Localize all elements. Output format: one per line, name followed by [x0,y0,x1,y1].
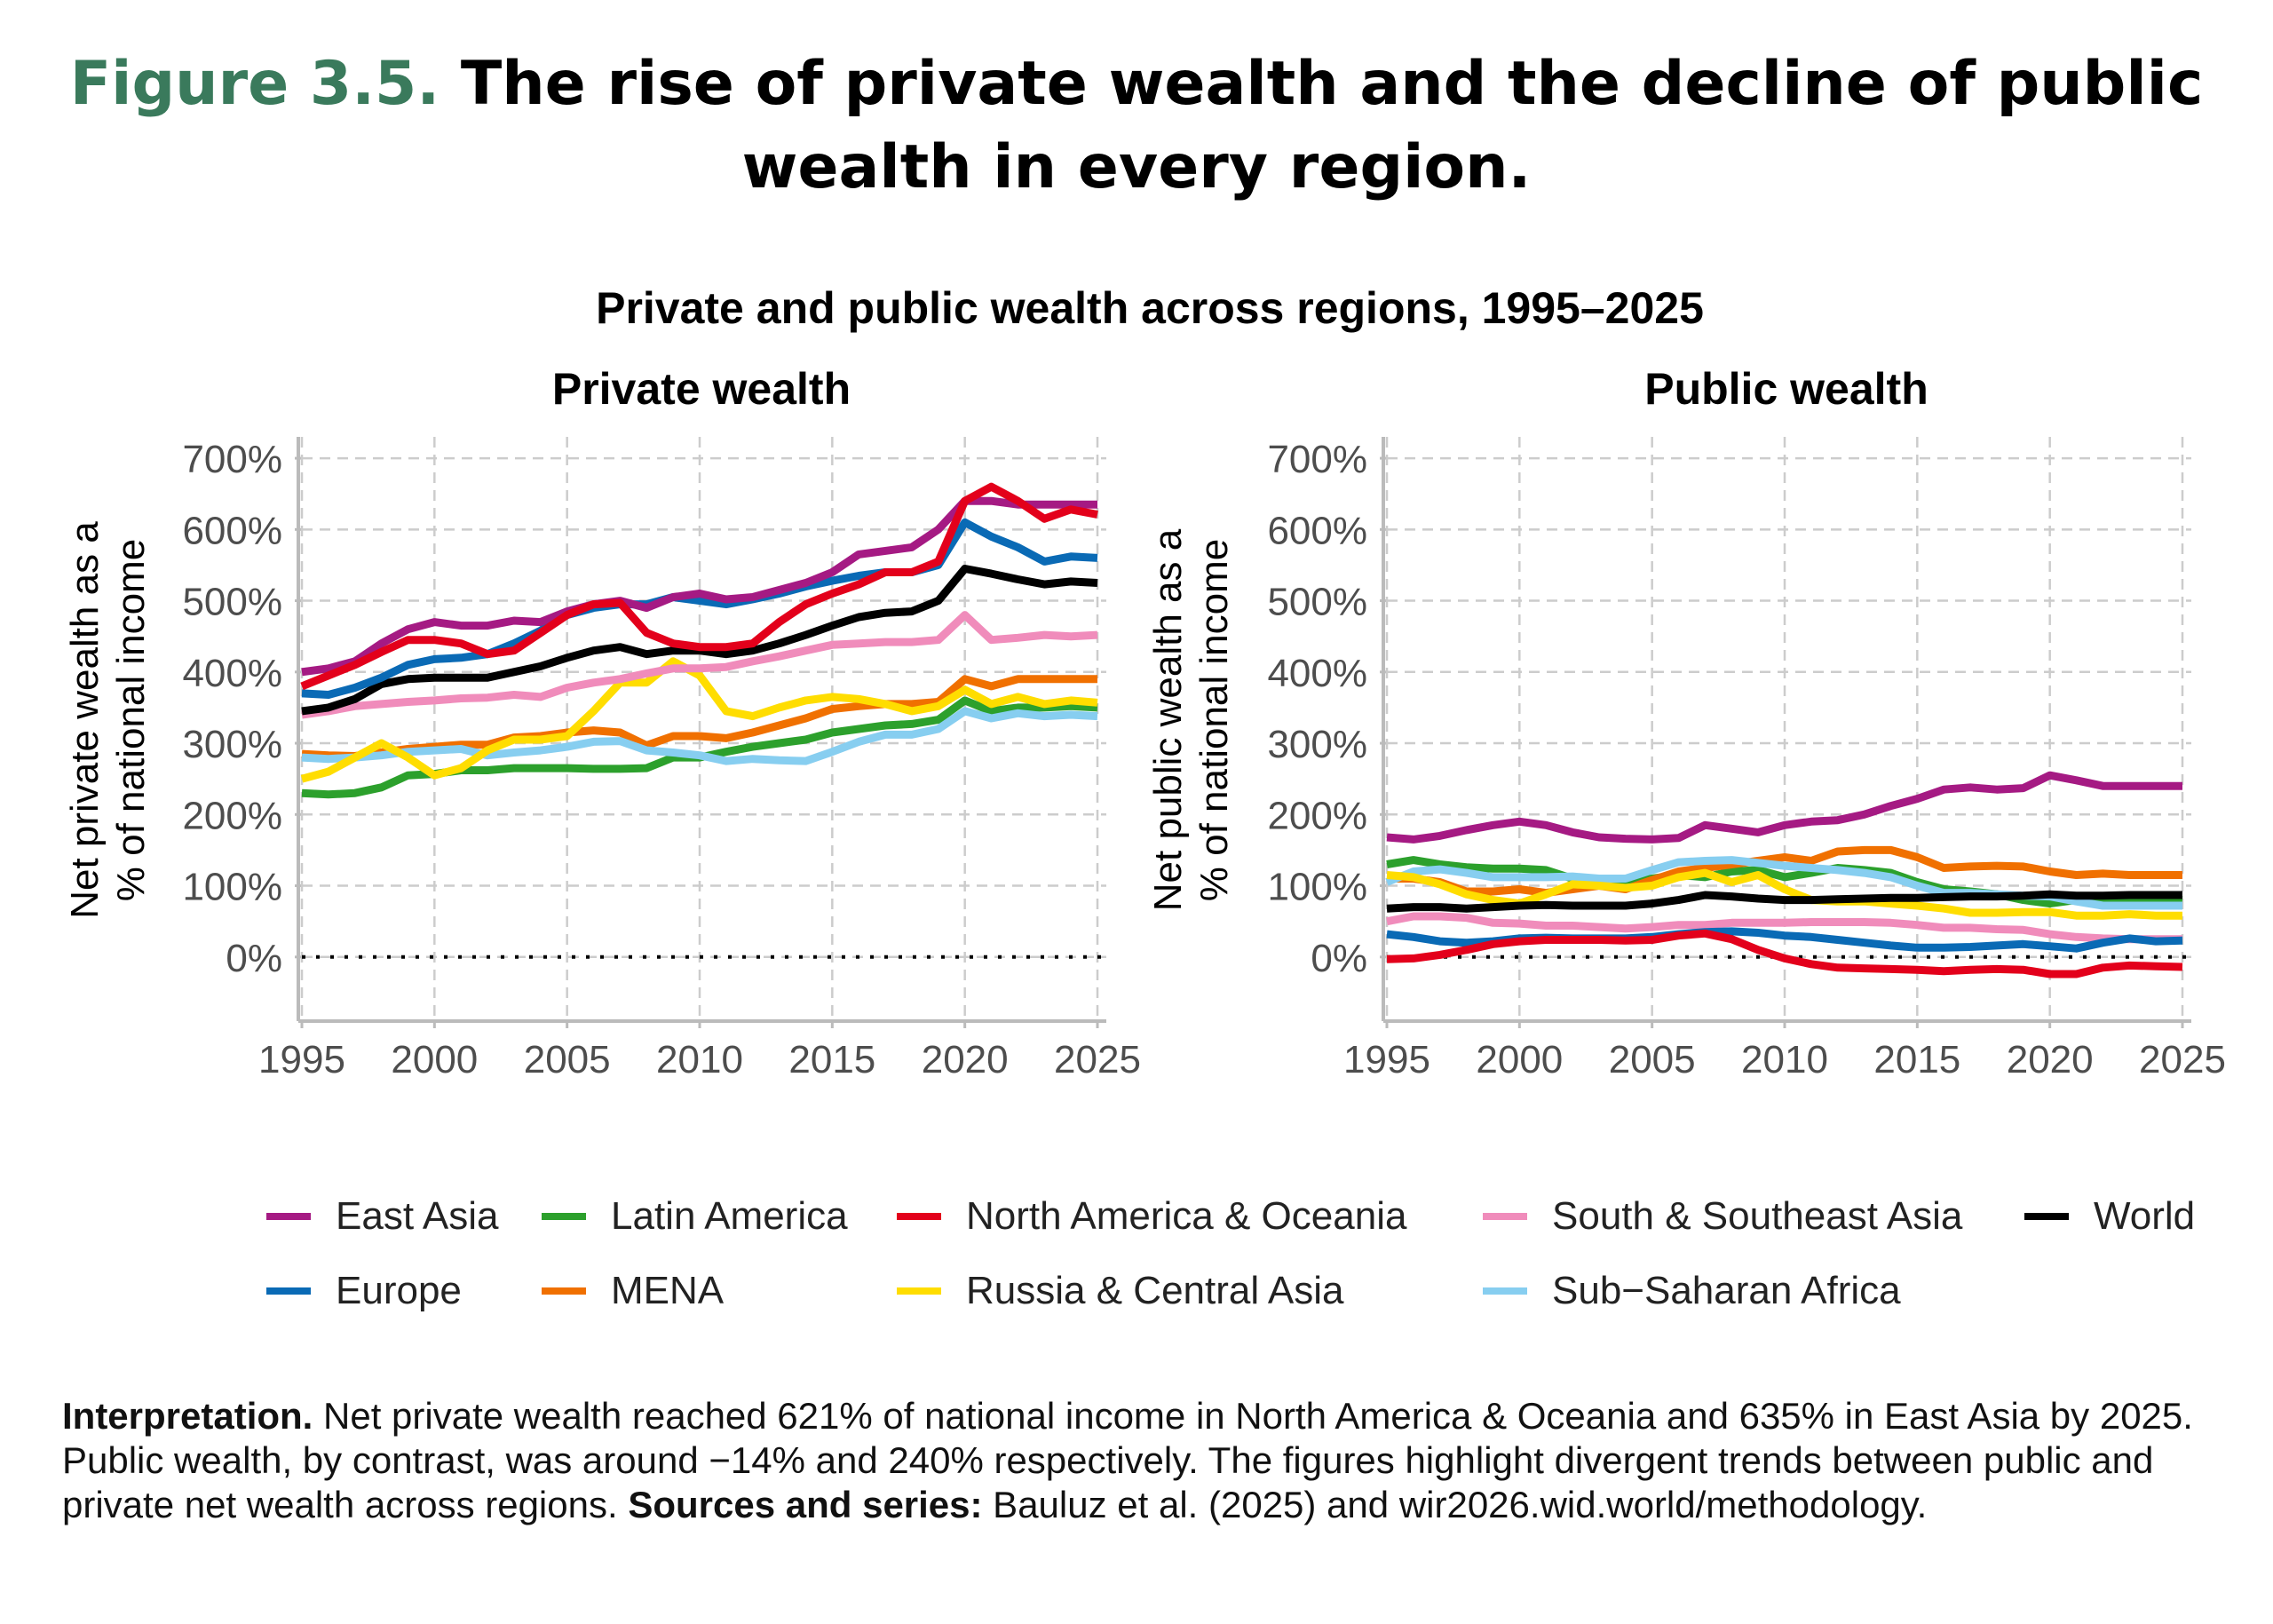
legend-label: Europe [336,1269,462,1312]
interpretation-label: Interpretation. [62,1395,313,1437]
y-tick-label: 300% [182,723,282,766]
series-line-south-southeast-asia [1386,912,2182,944]
chart-subtitle: Private and public wealth across regions… [596,283,1704,333]
y-axis-label-line2: % of national income [109,539,153,901]
interpretation-note: Interpretation. Net private wealth reach… [62,1394,2211,1527]
figure-title: Figure 3.5. The rise of private wealth a… [0,43,2273,210]
legend-swatch [542,1287,586,1295]
y-tick-label: 700% [1267,438,1367,481]
figure-title-text: The rise of private wealth and the decli… [460,49,2204,202]
y-axis-label: Net public wealth as a [1146,528,1190,911]
legend-label: East Asia [336,1194,499,1238]
legend-item: East Asia [266,1194,498,1239]
figure-label: Figure 3.5. [69,49,440,119]
series-line-europe [301,518,1098,699]
y-tick-label: 600% [1267,509,1367,552]
x-tick-label: 2010 [1741,1038,1828,1081]
x-tick-label: 2025 [2139,1038,2226,1081]
y-tick-label: 0% [1311,937,1367,980]
legend-swatch [2024,1213,2069,1220]
legend-swatch [1483,1287,1527,1295]
y-tick-label: 300% [1267,723,1367,766]
x-tick-label: 2010 [656,1038,743,1081]
x-tick-label: 2000 [1476,1038,1563,1081]
y-axis-label-line2: % of national income [1192,539,1236,901]
interpretation-text: Net private wealth reached 621% of natio… [62,1395,2193,1525]
x-tick-label: 2005 [1609,1038,1696,1081]
legend-swatch [266,1287,311,1295]
x-tick-label: 2000 [391,1038,478,1081]
series-line-south-southeast-asia [301,611,1098,719]
legend-label: South & Southeast Asia [1552,1194,1963,1238]
y-tick-label: 200% [182,794,282,837]
legend-item: South & Southeast Asia [1483,1194,1962,1239]
legend-swatch [1483,1213,1527,1220]
y-tick-label: 200% [1267,794,1367,837]
y-tick-label: 100% [182,866,282,909]
legend-swatch [266,1213,311,1220]
y-tick-label: 400% [1267,652,1367,695]
panel-title: Public wealth [1644,364,1928,414]
legend-label: Latin America [611,1194,848,1238]
y-axis-label: Net private wealth as a [63,521,107,919]
series-line-east-asia [1386,771,2182,844]
legend-swatch [542,1213,586,1220]
series-line-north-america-oceania [1386,929,2183,978]
x-tick-label: 2015 [788,1038,875,1081]
x-tick-label: 2025 [1054,1038,1141,1081]
x-tick-label: 2020 [922,1038,1009,1081]
legend-item: North America & Oceania [897,1194,1406,1239]
series-line-mena [1387,845,2182,898]
x-tick-label: 1995 [258,1038,345,1081]
legend-label: North America & Oceania [966,1194,1407,1238]
legend-label: World [2094,1194,2196,1238]
chart-panel-public: Public wealth 0% 100% 200% 300% 400% 500% 600% 7… [1146,364,2226,1081]
legend-item: MENA [542,1269,724,1313]
series-line-latin-america [1386,856,2183,908]
legend-item: World [2024,1194,2195,1239]
y-tick-label: 600% [182,509,282,552]
x-tick-label: 1995 [1343,1038,1430,1081]
x-tick-label: 2020 [2007,1038,2094,1081]
y-tick-label: 700% [182,438,282,481]
y-tick-label: 0% [226,937,282,980]
series-line-sub-saharan-africa [301,707,1098,765]
x-tick-label: 2015 [1873,1038,1960,1081]
series-line-north-america-oceania [300,482,1098,691]
legend-item: Russia & Central Asia [897,1269,1344,1313]
legend-label: MENA [611,1269,725,1312]
y-tick-label: 400% [182,652,282,695]
legend-swatch [897,1213,941,1220]
panel-title: Private wealth [552,364,851,414]
x-tick-label: 2005 [524,1038,611,1081]
series-line-world [1386,890,2182,913]
legend-label: Sub−Saharan Africa [1552,1269,1901,1312]
legend-item: Europe [266,1269,462,1313]
legend-item: Latin America [542,1194,848,1239]
sources-label: Sources and series: [628,1484,983,1525]
series-line-russia-central-asia [300,657,1098,783]
chart-panel-private: Private wealth 0% 100% 200% 300% 400% 500% 600%… [63,364,1141,1081]
sources-text: Bauluz et al. (2025) and wir2026.wid.wor… [982,1484,1928,1525]
legend-item: Sub−Saharan Africa [1483,1269,1901,1313]
legend-label: Russia & Central Asia [966,1269,1344,1312]
legend-swatch [897,1287,941,1295]
y-tick-label: 500% [182,581,282,624]
y-tick-label: 100% [1267,866,1367,909]
y-tick-label: 500% [1267,581,1367,624]
